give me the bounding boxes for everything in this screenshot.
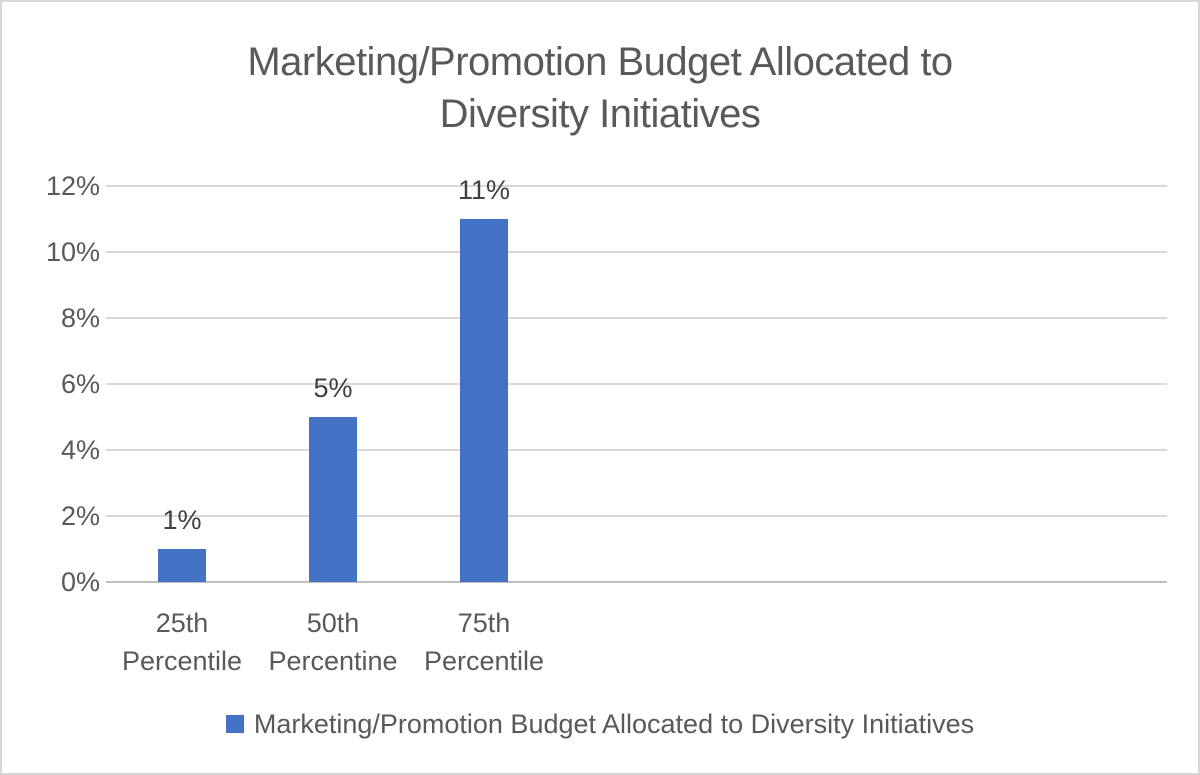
legend-label: Marketing/Promotion Budget Allocated to …	[253, 709, 975, 739]
y-axis-tick-label: 6%	[60, 369, 100, 399]
chart-title-line-1: Marketing/Promotion Budget Allocated to	[247, 40, 953, 84]
y-axis-tick-label: 12%	[45, 171, 100, 201]
bar	[158, 549, 206, 582]
bar-data-label: 11%	[457, 175, 511, 205]
gridline	[106, 317, 1167, 319]
chart-title: Marketing/Promotion Budget Allocated to …	[2, 36, 1198, 140]
legend: Marketing/Promotion Budget Allocated to …	[2, 708, 1198, 740]
x-axis-category-label: 50th Percentine	[268, 608, 398, 676]
gridline	[106, 515, 1167, 517]
y-axis-tick-label: 8%	[60, 303, 100, 333]
y-axis-tick-label: 0%	[60, 567, 100, 597]
x-axis-category-label: 75th Percentile	[423, 608, 545, 676]
y-axis-tick-label: 4%	[60, 435, 100, 465]
gridline	[106, 185, 1167, 187]
x-axis-category-label: 25th Percentile	[121, 608, 243, 676]
bar	[460, 219, 508, 582]
gridline	[106, 383, 1167, 385]
bar-data-label: 1%	[162, 505, 202, 535]
y-axis-tick-label: 2%	[60, 501, 100, 531]
bar	[309, 417, 357, 582]
x-axis-line	[106, 581, 1167, 583]
gridline	[106, 251, 1167, 253]
legend-swatch-icon	[225, 715, 244, 733]
bar-data-label: 5%	[313, 373, 353, 403]
y-axis-tick-label: 10%	[45, 237, 100, 267]
gridline	[106, 449, 1167, 451]
chart-title-line-2: Diversity Initiatives	[439, 92, 761, 136]
